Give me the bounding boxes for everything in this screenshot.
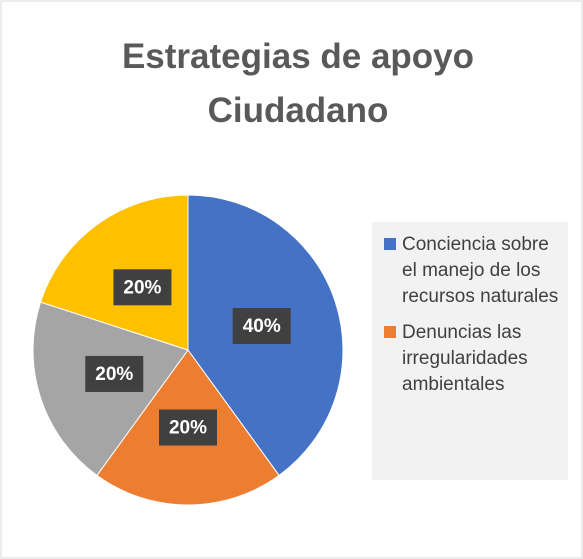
legend-item: Denuncias las irregularidades ambientale… (384, 320, 560, 398)
data-label: 40% (243, 316, 281, 337)
legend-label: Conciencia sobre el manejo de los recurs… (402, 234, 559, 307)
legend-swatch (384, 326, 396, 338)
legend-item: Conciencia sobre el manejo de los recurs… (384, 232, 560, 310)
legend: Conciencia sobre el manejo de los recurs… (372, 222, 568, 480)
legend-label: Denuncias las irregularidades ambientale… (402, 322, 528, 395)
chart-title: Estrategias de apoyo Ciudadano (121, 37, 475, 130)
data-label: 20% (123, 277, 161, 298)
data-label-box (85, 355, 144, 392)
data-label: 20% (95, 364, 133, 385)
data-label-box (159, 409, 217, 446)
legend-swatch (384, 238, 396, 250)
data-label-box (113, 269, 172, 306)
data-label-box (232, 308, 291, 345)
data-label: 20% (169, 418, 207, 439)
